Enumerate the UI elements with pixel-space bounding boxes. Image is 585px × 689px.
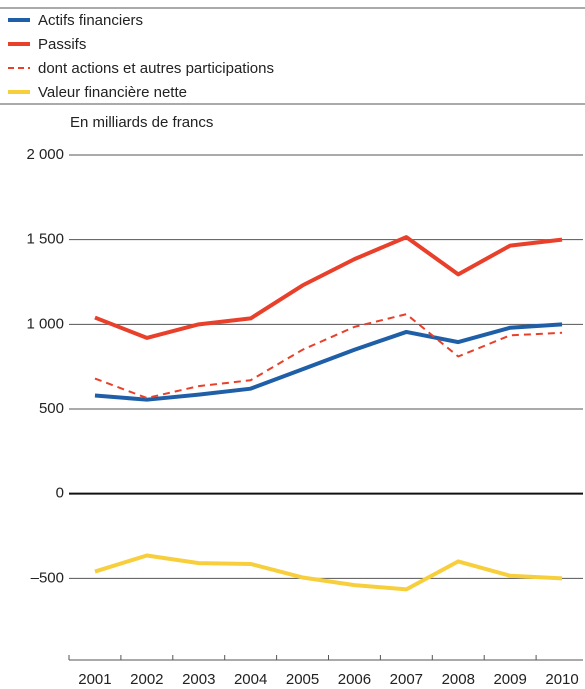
y-tick-label: 0 bbox=[56, 485, 64, 502]
series-line bbox=[94, 322, 563, 402]
unit-label: En milliards de francs bbox=[70, 114, 213, 131]
x-tick-label: 2005 bbox=[286, 671, 319, 688]
x-tick-label: 2001 bbox=[78, 671, 111, 688]
legend-label: dont actions et autres participations bbox=[38, 60, 274, 77]
x-tick-label: 2008 bbox=[442, 671, 475, 688]
y-tick-label: 1 500 bbox=[26, 231, 64, 248]
series-line bbox=[94, 313, 563, 399]
x-tick-label: 2004 bbox=[234, 671, 267, 688]
x-tick-label: 2009 bbox=[493, 671, 526, 688]
x-tick-label: 2006 bbox=[338, 671, 371, 688]
y-tick-label: –500 bbox=[31, 569, 64, 586]
x-tick-label: 2010 bbox=[545, 671, 578, 688]
y-tick-label: 1 000 bbox=[26, 315, 64, 332]
legend-label: Actifs financiers bbox=[38, 12, 143, 29]
y-tick-label: 2 000 bbox=[26, 146, 64, 163]
legend-label: Passifs bbox=[38, 36, 86, 53]
series-line bbox=[94, 553, 563, 592]
x-tick-label: 2007 bbox=[390, 671, 423, 688]
y-tick-label: 500 bbox=[39, 400, 64, 417]
x-tick-label: 2003 bbox=[182, 671, 215, 688]
x-tick-label: 2002 bbox=[130, 671, 163, 688]
legend-label: Valeur financière nette bbox=[38, 84, 187, 101]
series-line bbox=[94, 235, 563, 340]
